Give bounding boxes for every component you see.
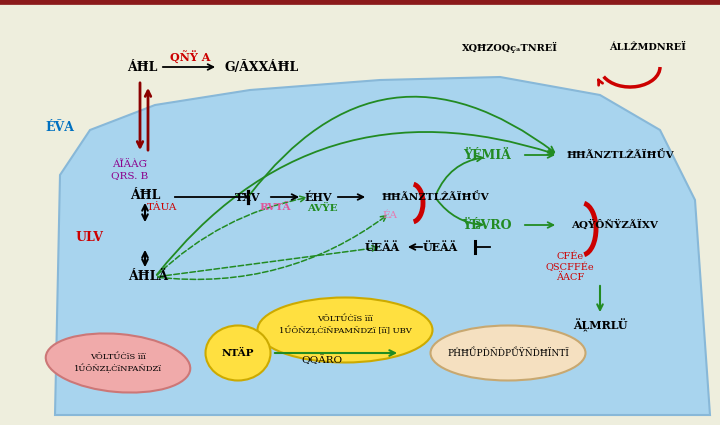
Text: ÉHV: ÉHV [305,192,332,202]
Text: CFÉe
QSCFFÉe
ÄACF: CFÉe QSCFFÉe ÄACF [546,252,594,282]
Polygon shape [55,77,710,415]
Text: ÁĦL: ÁĦL [127,60,157,74]
Ellipse shape [258,298,433,363]
Text: ÄḼMRLÜ: ÄḼMRLÜ [572,318,627,332]
Text: AQŸÔÑŸZÃÏXV: AQŸÔÑŸZÃÏXV [572,220,658,230]
Text: ÁĨÄÀG̅
QRS. B: ÁĨÄÀG̅ QRS. B [112,160,148,180]
Text: ÉA: ÉA [382,210,397,219]
Text: ULV: ULV [76,230,104,244]
Text: ŸÉMIÄ: ŸÉMIÄ [463,148,511,162]
Text: QÑŸ A: QÑŸ A [170,51,210,63]
Ellipse shape [205,326,271,380]
Text: VÔLTṸĊïS ïïï
1ṸÔÑZḶĊïÑPAMÑDZï [ïï] UBV: VÔLTṸĊïS ïïï 1ṸÔÑZḶĊïÑPAMÑDZï [ïï] UBV [279,315,411,335]
Text: ĦĦÃNZTLẐÃÏĦṸV: ĦĦÃNZTLẐÃÏĦṸV [566,150,674,160]
Text: PĤĦṸPḊÑḊPṸŸÑḊĦÏNTÏ: PĤĦṸPḊÑḊPṸŸÑḊĦÏNTÏ [447,348,569,358]
Text: ĦĦÃNZTLẐÃÏĦṸV: ĦĦÃNZTLẐÃÏĦṸV [381,192,489,202]
Text: RVTÄ: RVTÄ [259,202,291,212]
Text: TȦUA: TȦUA [147,202,177,212]
Text: QQÄRO: QQÄRO [302,355,343,365]
Ellipse shape [431,326,585,380]
Text: ÁLLẐMDNREÏ: ÁLLẐMDNREÏ [610,42,686,51]
Text: ÜEÄÄ: ÜEÄÄ [423,241,458,252]
Text: XQĦZOQçₐTNREÏ: XQĦZOQçₐTNREÏ [462,42,558,53]
Text: ÁĦLÄ: ÁĦLÄ [128,270,168,283]
Text: ÜEÄÄ: ÜEÄÄ [364,241,400,252]
Text: NTÄP: NTÄP [222,348,254,357]
Text: TXV: TXV [235,192,261,202]
Text: AVŸE: AVŸE [307,204,337,212]
Text: G/ÃXXÁĦL: G/ÃXXÁĦL [225,60,299,74]
Text: ÉṼA: ÉṼA [45,121,74,133]
Ellipse shape [46,334,190,393]
Text: VÔLTṸĊïS ïïï
1ṸÔÑZḶĊïNPAÑDZï: VÔLTṸĊïS ïïï 1ṸÔÑZḶĊïNPAÑDZï [74,353,162,373]
Text: ŸÉVRO: ŸÉVRO [462,218,512,232]
Text: ÁĦL: ÁĦL [130,189,160,201]
